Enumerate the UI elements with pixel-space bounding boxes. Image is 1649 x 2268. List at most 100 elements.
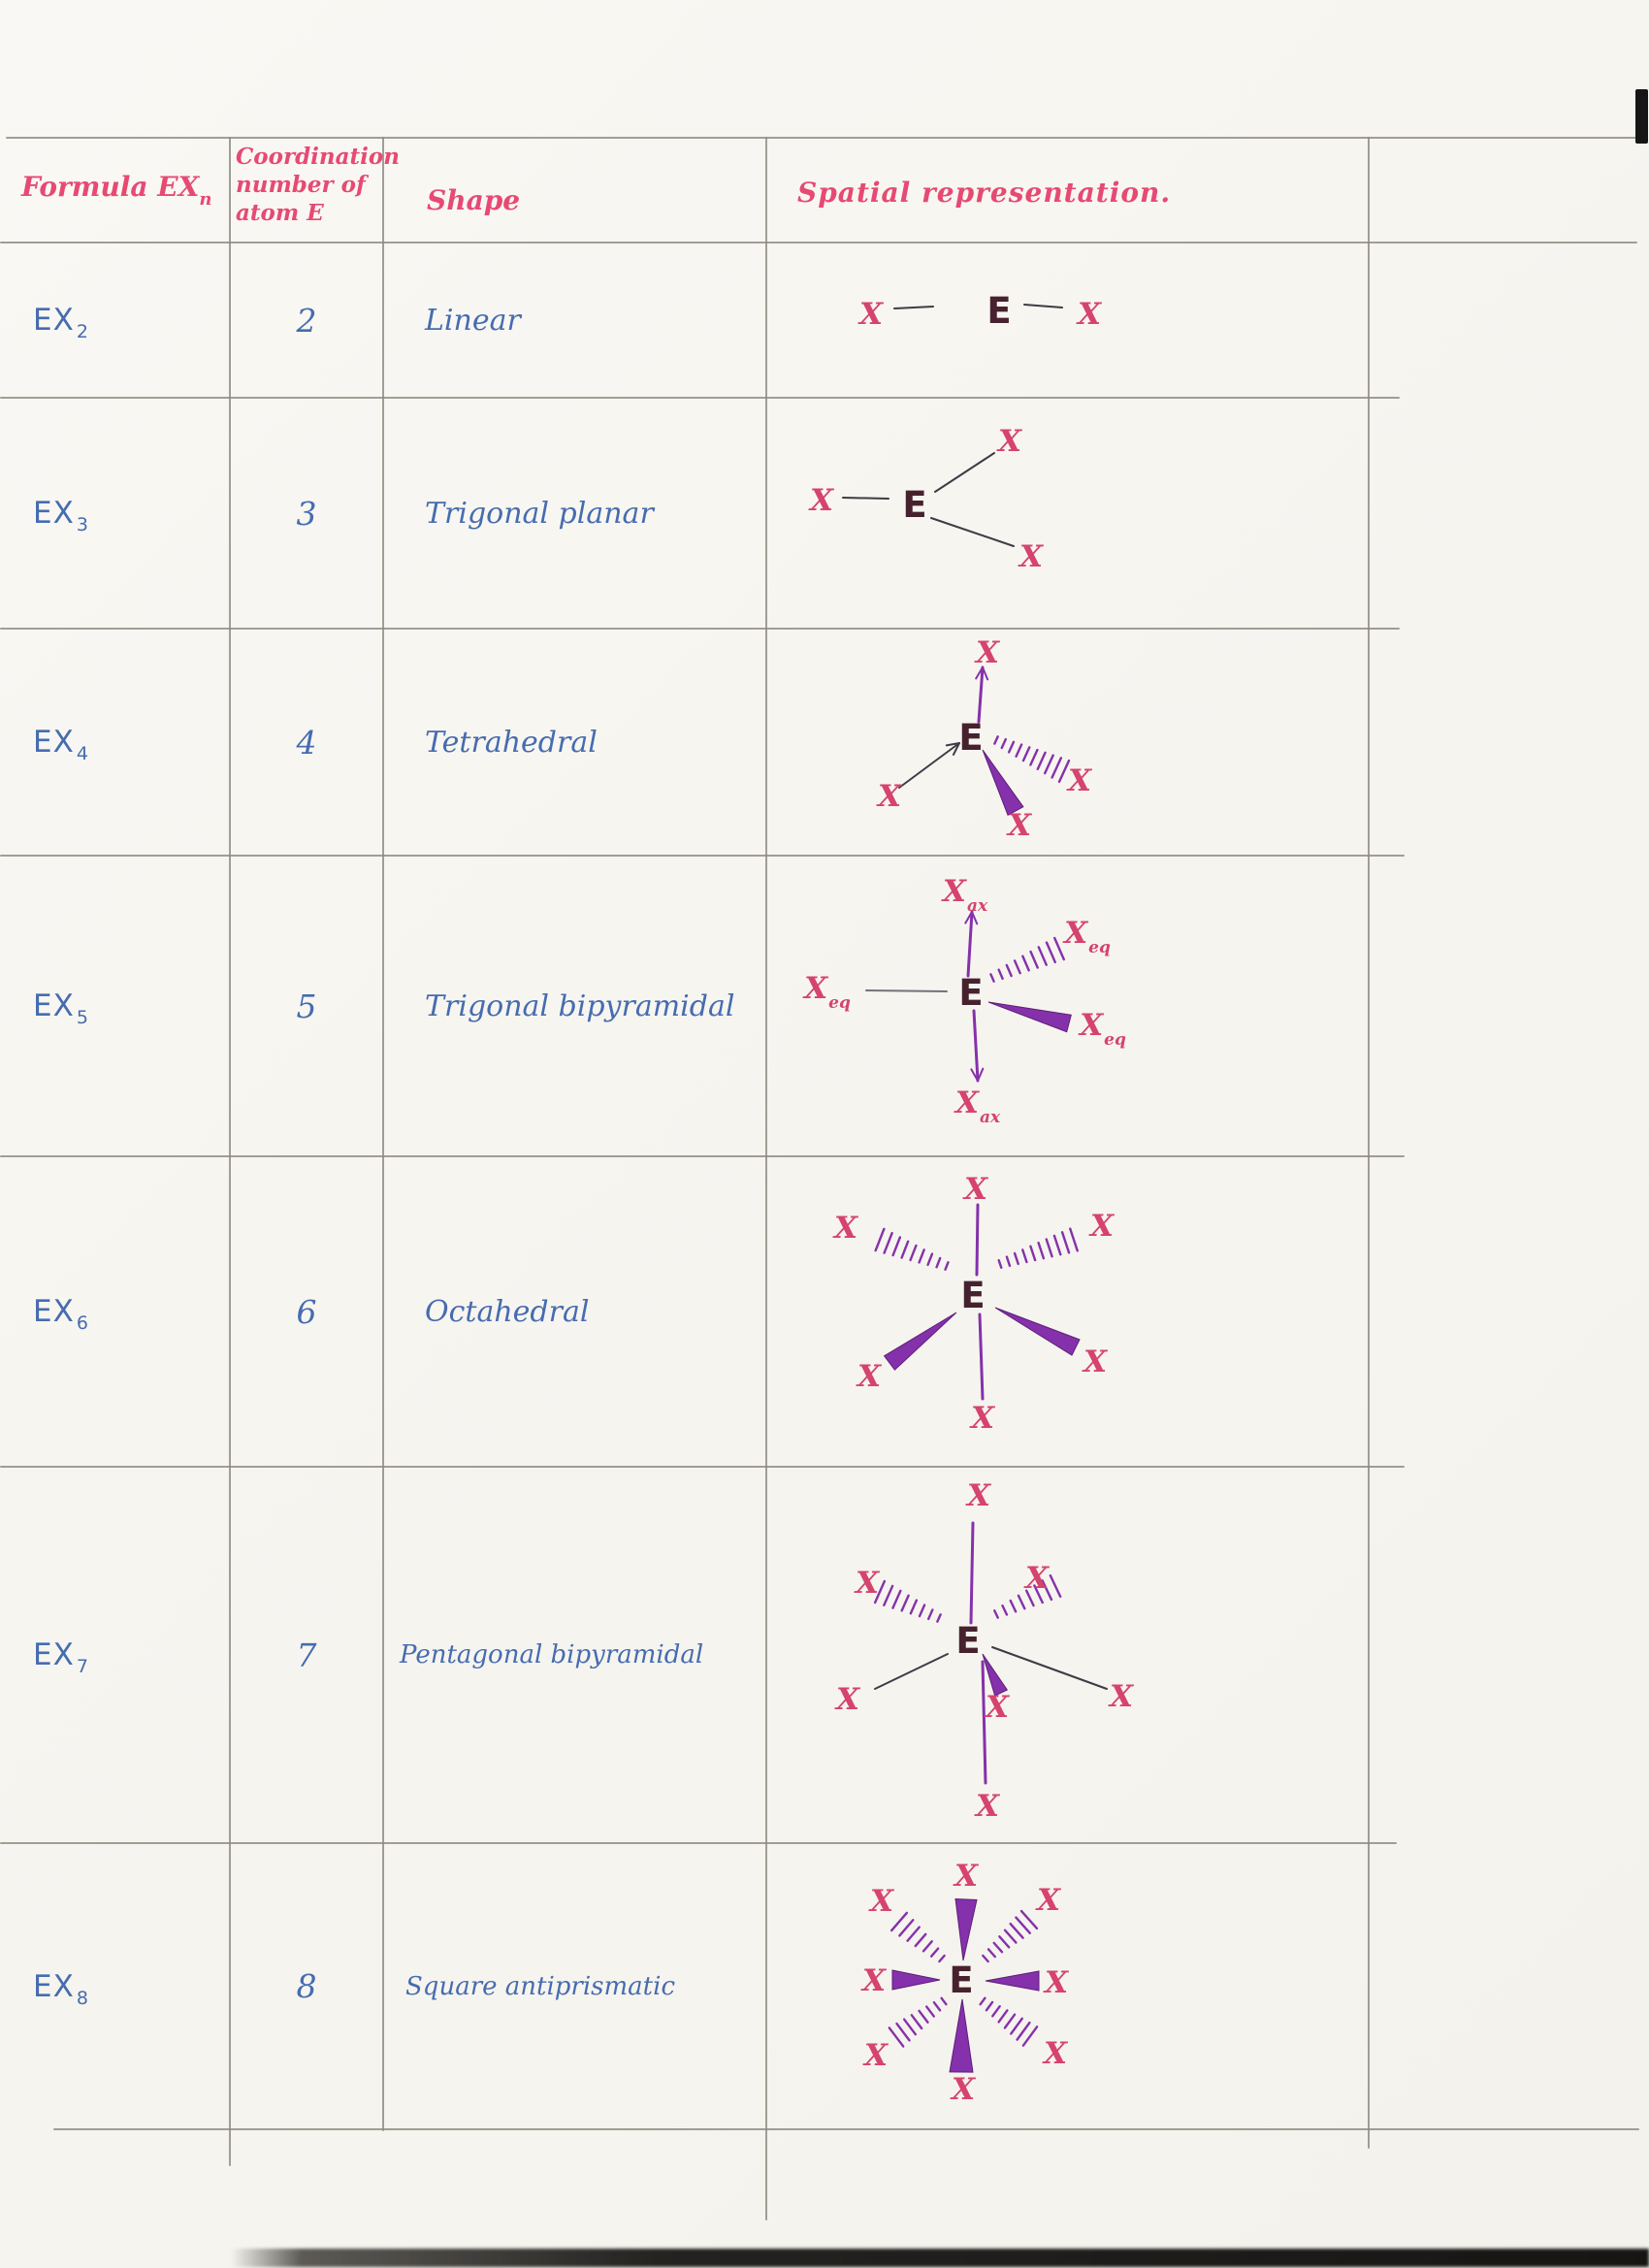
scan-artifact-bottom-band <box>231 2249 1649 2267</box>
spatial-cell: X E X X <box>766 398 1368 629</box>
bond-hash-tick <box>909 1244 918 1262</box>
formula-base: EX <box>33 988 75 1023</box>
atom-x-label: Xax <box>941 874 988 916</box>
bond-hash-tick <box>910 2014 923 2030</box>
formula-subscript: 6 <box>76 1312 89 1334</box>
header-formula-sub: n <box>199 189 212 210</box>
table-line-row3 <box>0 855 1405 857</box>
atom-x-subscript: ax <box>967 896 988 916</box>
bond-hash-tick <box>1001 1604 1009 1616</box>
bond-line <box>865 989 948 992</box>
scan-artifact-top-right <box>1635 89 1648 144</box>
bond-wedge <box>891 1969 941 1991</box>
atom-x-label: X <box>808 483 835 518</box>
bond-arrowhead <box>964 911 973 924</box>
bond-line-purple <box>981 1660 987 1785</box>
coordination-cell: 3 <box>296 494 317 533</box>
header-formula-base: Formula EX <box>21 171 200 203</box>
table-line-row2 <box>0 628 1400 630</box>
bond-line <box>934 452 995 493</box>
formula-cell: EX 5 <box>33 856 89 1156</box>
bond-hash-tick <box>1015 743 1023 758</box>
table-line-top <box>6 137 1645 139</box>
bond-hash-tick <box>1021 1248 1028 1264</box>
bond-hash-tick <box>997 2009 1009 2024</box>
bond-hash-tick <box>1051 757 1063 779</box>
bond-hash-tick <box>918 1604 926 1618</box>
bond-hash-tick <box>1036 751 1047 771</box>
atom-x-label: X <box>962 1172 989 1207</box>
formula-cell: EX 4 <box>33 629 88 856</box>
bond-line <box>874 1653 949 1690</box>
bond-hash-tick <box>918 1248 925 1264</box>
atom-x-label: X <box>876 779 903 814</box>
bond-line-purple <box>966 910 974 978</box>
bond-hash-tick <box>1005 963 1013 978</box>
shape-cell: Trigonal planar <box>425 496 654 531</box>
formula-cell: EX 8 <box>33 1843 88 2129</box>
coordination-cell: 2 <box>296 301 317 340</box>
bond-hash-tick <box>1021 955 1030 972</box>
bond-hash-tick <box>1024 1589 1035 1607</box>
atom-x-subscript: eq <box>1104 1030 1126 1050</box>
atom-x-label: Xeq <box>802 971 851 1013</box>
bond-hash-tick <box>932 2000 942 2012</box>
formula-base: EX <box>33 496 75 531</box>
spatial-cell: E X X X X X X <box>766 1156 1368 1467</box>
atom-x-label: X <box>857 297 885 332</box>
coordination-cell: 4 <box>296 723 317 761</box>
bond-hash-tick <box>926 1252 934 1267</box>
table-line-header-bottom <box>0 242 1637 243</box>
bond-hash-tick <box>1007 740 1016 754</box>
bond-wedge <box>987 1001 1072 1033</box>
atom-x-label: X <box>856 1359 883 1394</box>
atom-x-label: X <box>953 1859 980 1894</box>
bond-hash-tick <box>1021 2025 1039 2047</box>
atom-x-label: X <box>1076 297 1103 332</box>
shape-cell: Tetrahedral <box>425 725 598 760</box>
bond-line <box>893 306 934 309</box>
formula-subscript: 7 <box>76 1656 89 1677</box>
coordination-cell: 8 <box>296 1967 317 2005</box>
bond-hash-tick <box>1016 2021 1031 2041</box>
bond-hash-tick <box>997 1259 1003 1269</box>
bond-wedge <box>982 749 1024 816</box>
atom-x-label: X <box>950 2072 977 2107</box>
bond-hash-tick <box>1033 1584 1044 1604</box>
bond-hash-tick <box>873 1579 887 1604</box>
bond-arrowhead <box>970 1068 979 1082</box>
bond-hash-tick <box>925 2005 935 2018</box>
table-line-row1 <box>0 397 1400 399</box>
bond-hash-tick <box>922 1940 933 1953</box>
atom-e-label: E <box>955 1620 980 1662</box>
bond-hash-tick <box>895 2022 911 2042</box>
formula-base: EX <box>33 725 75 760</box>
bond-hash-tick <box>883 1584 894 1606</box>
bond-hash-tick <box>938 1954 946 1963</box>
formula-cell: EX 7 <box>33 1467 89 1843</box>
atom-x-label: X <box>1018 539 1045 574</box>
bond-hash-tick <box>1052 1234 1062 1256</box>
shape-cell: Square antiprismatic <box>405 1971 676 2001</box>
bond-hash-tick <box>1015 1916 1031 1935</box>
formula-subscript: 3 <box>76 514 89 535</box>
bond-hash-tick <box>906 1926 921 1942</box>
shape-cell: Pentagonal bipyramidal <box>400 1640 704 1669</box>
bond-hash-tick <box>918 2009 929 2024</box>
bond-hash-tick <box>889 1911 909 1932</box>
atom-x-subscript: ax <box>980 1108 1001 1127</box>
bond-hash-tick <box>997 968 1004 981</box>
atom-x-label: X <box>1023 1561 1051 1596</box>
atom-x-label: X <box>969 1401 996 1436</box>
atom-x-label: X <box>1108 1679 1135 1714</box>
formula-subscript: 2 <box>76 321 89 342</box>
formula-subscript: 5 <box>76 1007 89 1028</box>
header-formula: Formula EXn <box>21 171 211 210</box>
atom-x-label: X <box>974 1789 1001 1824</box>
bond-hash-tick <box>898 1919 915 1937</box>
